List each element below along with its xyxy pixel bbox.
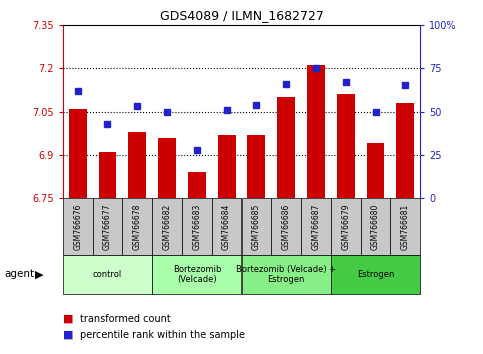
Bar [307,65,325,198]
Text: GDS4089 / ILMN_1682727: GDS4089 / ILMN_1682727 [159,9,324,22]
Text: GSM766684: GSM766684 [222,203,231,250]
Text: GSM766683: GSM766683 [192,203,201,250]
Text: GSM766679: GSM766679 [341,203,350,250]
Text: ■: ■ [63,330,73,339]
Bar [99,152,116,198]
Bar [331,255,420,294]
Text: agent: agent [5,269,35,279]
Bar [397,103,414,198]
Bar [152,255,242,294]
Bar [361,198,390,255]
Text: percentile rank within the sample: percentile rank within the sample [80,330,245,339]
Bar [212,198,242,255]
Text: GSM766678: GSM766678 [133,203,142,250]
Text: GSM766681: GSM766681 [401,204,410,250]
Bar [271,198,301,255]
Bar [93,198,122,255]
Text: GSM766685: GSM766685 [252,203,261,250]
Bar [277,97,295,198]
Bar [188,172,206,198]
Text: control: control [93,270,122,279]
Text: Bortezomib
(Velcade): Bortezomib (Velcade) [172,265,221,284]
Bar [122,198,152,255]
Text: GSM766676: GSM766676 [73,203,82,250]
Text: GSM766677: GSM766677 [103,203,112,250]
Text: Bortezomib (Velcade) +
Estrogen: Bortezomib (Velcade) + Estrogen [236,265,336,284]
Bar [337,94,355,198]
Bar [218,135,236,198]
Text: ■: ■ [63,314,73,324]
Bar [63,255,152,294]
Bar [301,198,331,255]
Text: GSM766682: GSM766682 [163,204,171,250]
Bar [242,198,271,255]
Bar [63,198,93,255]
Bar [128,132,146,198]
Text: GSM766680: GSM766680 [371,203,380,250]
Text: Estrogen: Estrogen [357,270,394,279]
Bar [158,137,176,198]
Bar [242,255,331,294]
Text: transformed count: transformed count [80,314,170,324]
Bar [69,109,86,198]
Bar [152,198,182,255]
Text: ▶: ▶ [35,269,43,279]
Bar [247,135,265,198]
Bar [367,143,384,198]
Bar [182,198,212,255]
Bar [331,198,361,255]
Bar [390,198,420,255]
Text: GSM766687: GSM766687 [312,203,320,250]
Text: GSM766686: GSM766686 [282,203,291,250]
